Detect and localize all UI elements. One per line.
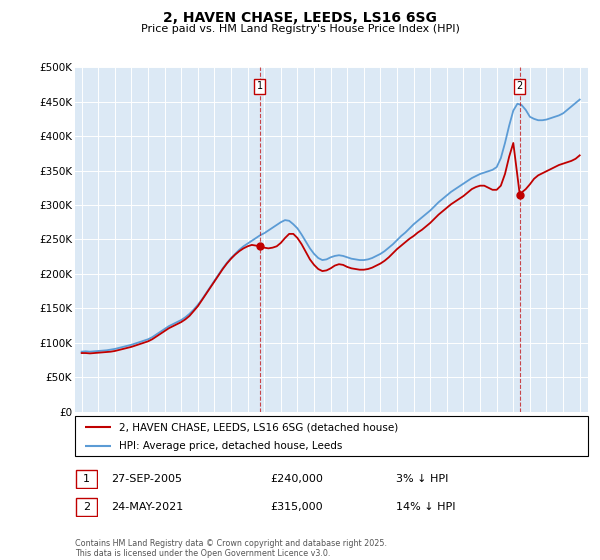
- Text: 1: 1: [83, 474, 90, 484]
- Text: 1: 1: [257, 81, 263, 91]
- Text: 14% ↓ HPI: 14% ↓ HPI: [396, 502, 455, 512]
- Text: Price paid vs. HM Land Registry's House Price Index (HPI): Price paid vs. HM Land Registry's House …: [140, 24, 460, 34]
- Text: £240,000: £240,000: [270, 474, 323, 484]
- Text: HPI: Average price, detached house, Leeds: HPI: Average price, detached house, Leed…: [119, 441, 342, 451]
- Text: Contains HM Land Registry data © Crown copyright and database right 2025.
This d: Contains HM Land Registry data © Crown c…: [75, 539, 387, 558]
- Text: 3% ↓ HPI: 3% ↓ HPI: [396, 474, 448, 484]
- Text: 2, HAVEN CHASE, LEEDS, LS16 6SG (detached house): 2, HAVEN CHASE, LEEDS, LS16 6SG (detache…: [119, 422, 398, 432]
- FancyBboxPatch shape: [76, 498, 97, 516]
- Text: 24-MAY-2021: 24-MAY-2021: [111, 502, 183, 512]
- Text: 2: 2: [83, 502, 90, 512]
- Text: 2: 2: [517, 81, 523, 91]
- FancyBboxPatch shape: [75, 416, 588, 456]
- FancyBboxPatch shape: [76, 470, 97, 488]
- Text: £315,000: £315,000: [270, 502, 323, 512]
- Text: 27-SEP-2005: 27-SEP-2005: [111, 474, 182, 484]
- Text: 2, HAVEN CHASE, LEEDS, LS16 6SG: 2, HAVEN CHASE, LEEDS, LS16 6SG: [163, 11, 437, 25]
